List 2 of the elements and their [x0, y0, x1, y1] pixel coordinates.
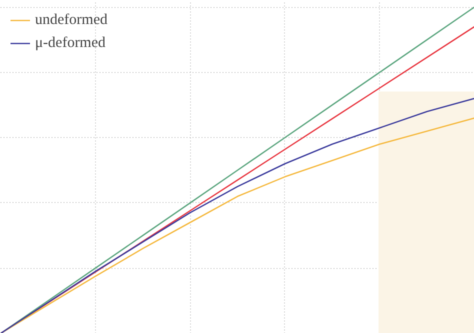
legend-label: μ-deformed: [35, 34, 106, 52]
legend-label: undeformed: [35, 12, 108, 28]
